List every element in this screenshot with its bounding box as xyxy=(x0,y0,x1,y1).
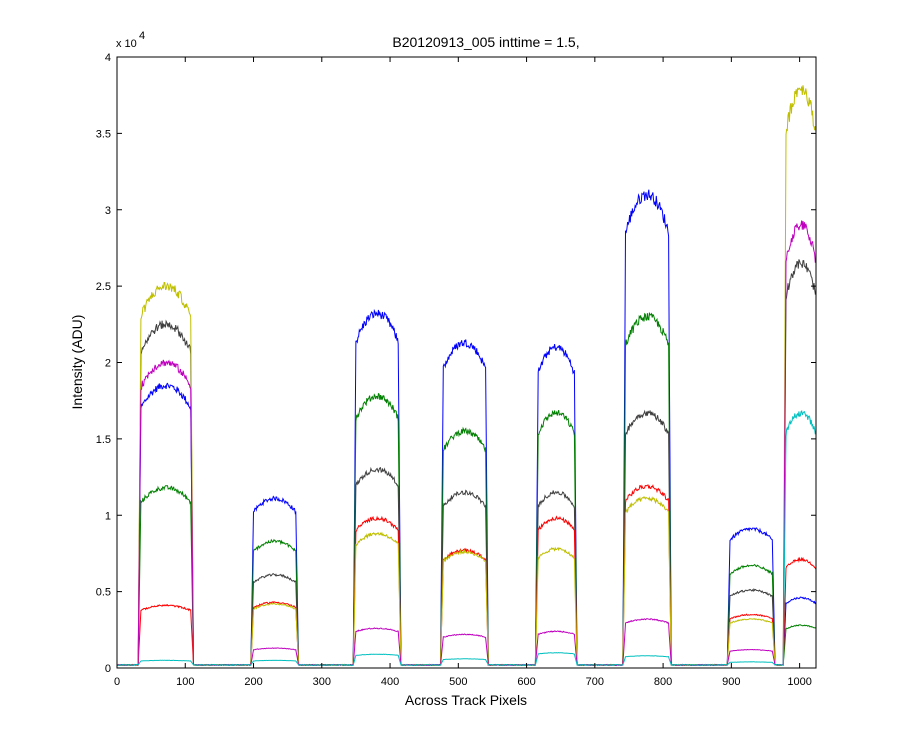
y-tick-label: 1 xyxy=(105,510,111,522)
y-tick-label: 4 xyxy=(105,52,111,64)
x-tick-label: 200 xyxy=(244,676,262,688)
x-tick-label: 800 xyxy=(654,676,672,688)
x-tick-label: 0 xyxy=(114,676,120,688)
chart-title: B20120913_005 inttime = 1.5, xyxy=(392,34,579,50)
y-tick-label: 3.5 xyxy=(96,128,111,140)
x-tick-label: 900 xyxy=(722,676,740,688)
x-tick-label: 300 xyxy=(313,676,331,688)
y-axis-ticks: 0 0.5 1 1.5 2 2.5 3 3.5 4 xyxy=(96,52,816,675)
x-tick-label: 600 xyxy=(517,676,535,688)
y-tick-label: 2 xyxy=(105,358,111,370)
y-tick-label: 0 xyxy=(105,663,111,675)
x-axis-ticks: 0 100 200 300 400 500 600 700 800 900 1000 xyxy=(114,57,812,688)
x-tick-label: 400 xyxy=(381,676,399,688)
y-multiplier-exponent: 4 xyxy=(139,30,145,42)
x-axis-label: Across Track Pixels xyxy=(405,692,527,708)
y-axis-label: Intensity (ADU) xyxy=(69,315,85,410)
x-tick-label: 500 xyxy=(449,676,467,688)
x-tick-label: 1000 xyxy=(787,676,811,688)
plot-background xyxy=(117,57,816,668)
series-line-7 xyxy=(116,409,817,667)
y-multiplier-prefix: x 10 xyxy=(116,38,137,50)
y-tick-label: 1.5 xyxy=(96,434,111,446)
y-tick-label: 3 xyxy=(105,205,111,217)
x-tick-label: 700 xyxy=(586,676,604,688)
x-tick-label: 100 xyxy=(176,676,194,688)
y-tick-label: 0.5 xyxy=(96,587,111,599)
series-layer xyxy=(116,85,817,667)
y-tick-label: 2.5 xyxy=(96,281,111,293)
